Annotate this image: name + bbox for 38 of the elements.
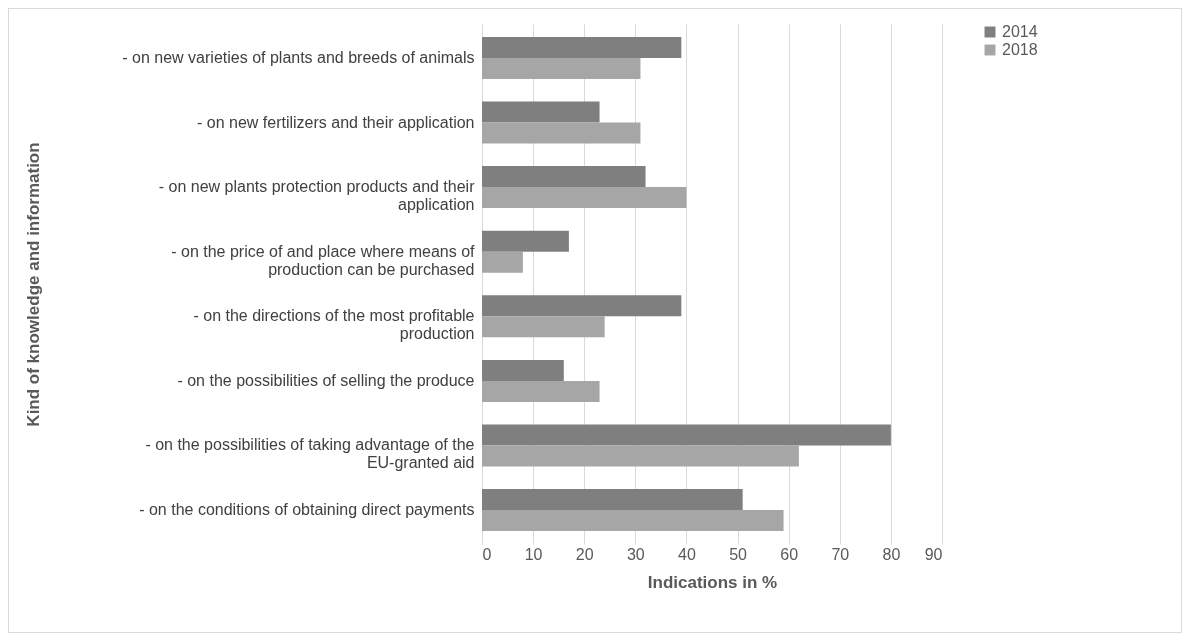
y-tick-label: - on the directions of the most profitable production bbox=[193, 307, 475, 343]
x-tick-label: 60 bbox=[780, 545, 799, 563]
bar bbox=[482, 510, 784, 532]
x-tick-label: 70 bbox=[831, 545, 850, 563]
x-tick-label: 10 bbox=[524, 545, 543, 563]
x-tick-label: 50 bbox=[729, 545, 748, 563]
x-tick-label: 80 bbox=[882, 545, 901, 563]
bar bbox=[482, 489, 743, 511]
bar bbox=[482, 230, 569, 252]
bar bbox=[482, 316, 605, 338]
bar bbox=[482, 424, 891, 446]
y-tick-label: - on the price of and place where means of production can be purchased bbox=[171, 242, 476, 278]
bar bbox=[482, 101, 600, 123]
bar bbox=[482, 445, 799, 467]
x-tick-label: 90 bbox=[924, 545, 943, 563]
bar bbox=[482, 380, 600, 402]
y-tick-label: - on the possibilities of selling the produce bbox=[177, 371, 475, 389]
bar bbox=[482, 295, 682, 317]
y-tick-label: - on the possibilities of taking advantage of the EU-granted aid bbox=[145, 436, 475, 472]
bar bbox=[482, 251, 523, 273]
y-axis-title: Kind of knowledge and information bbox=[23, 142, 43, 427]
y-tick-label: - on new plants protection products and their application bbox=[158, 178, 476, 214]
bar bbox=[482, 57, 641, 79]
bar bbox=[482, 166, 646, 188]
x-tick-label: 30 bbox=[626, 545, 645, 563]
legend-label: 2014 bbox=[1002, 23, 1038, 40]
legend-label: 2018 bbox=[1002, 41, 1038, 58]
bar bbox=[482, 359, 564, 381]
bar bbox=[482, 187, 687, 209]
x-axis-title: Indications in % bbox=[647, 572, 778, 592]
x-tick-label: 0 bbox=[482, 545, 492, 563]
y-tick-label: - on new varieties of plants and breeds of animals bbox=[122, 48, 475, 66]
y-tick-label: - on new fertilizers and their application bbox=[197, 113, 475, 131]
x-tick-label: 20 bbox=[575, 545, 594, 563]
bar bbox=[482, 122, 641, 144]
x-tick-label: 40 bbox=[678, 545, 696, 563]
y-tick-label: - on the conditions of obtaining direct payments bbox=[139, 501, 475, 519]
bar bbox=[482, 36, 682, 58]
